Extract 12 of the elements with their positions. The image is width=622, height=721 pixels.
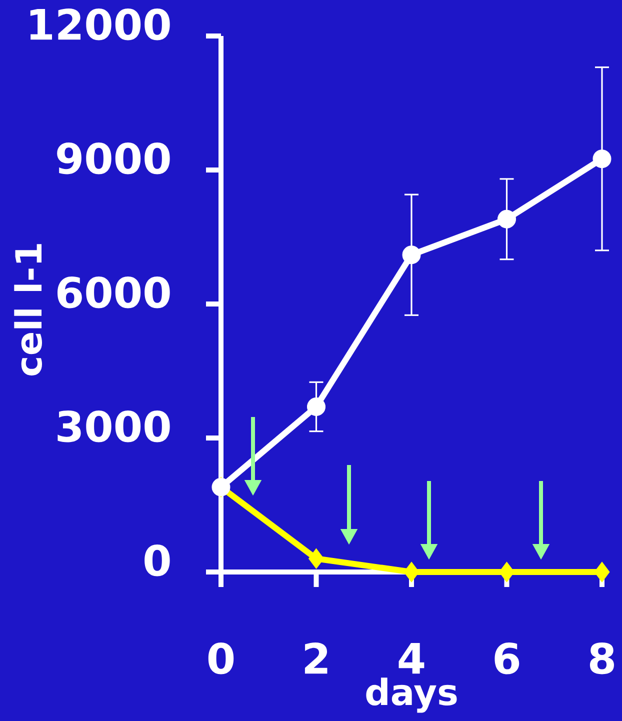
x-axis-title: days [366,678,457,713]
y-tick-label: 0 [144,544,170,576]
x-tick-label: 2 [304,642,328,674]
y-tick-label: 6000 [58,276,170,308]
y-tick-label: 12000 [30,8,170,40]
y-axis-title: cell l-1 [14,244,42,376]
x-tick-label: 0 [208,642,234,674]
x-tick-label: 8 [590,642,614,674]
y-tick-label: 9000 [57,142,170,174]
x-tick-label: 4 [398,643,424,674]
x-tick-label: 6 [494,642,520,674]
y-tick-label: 3000 [58,410,170,442]
